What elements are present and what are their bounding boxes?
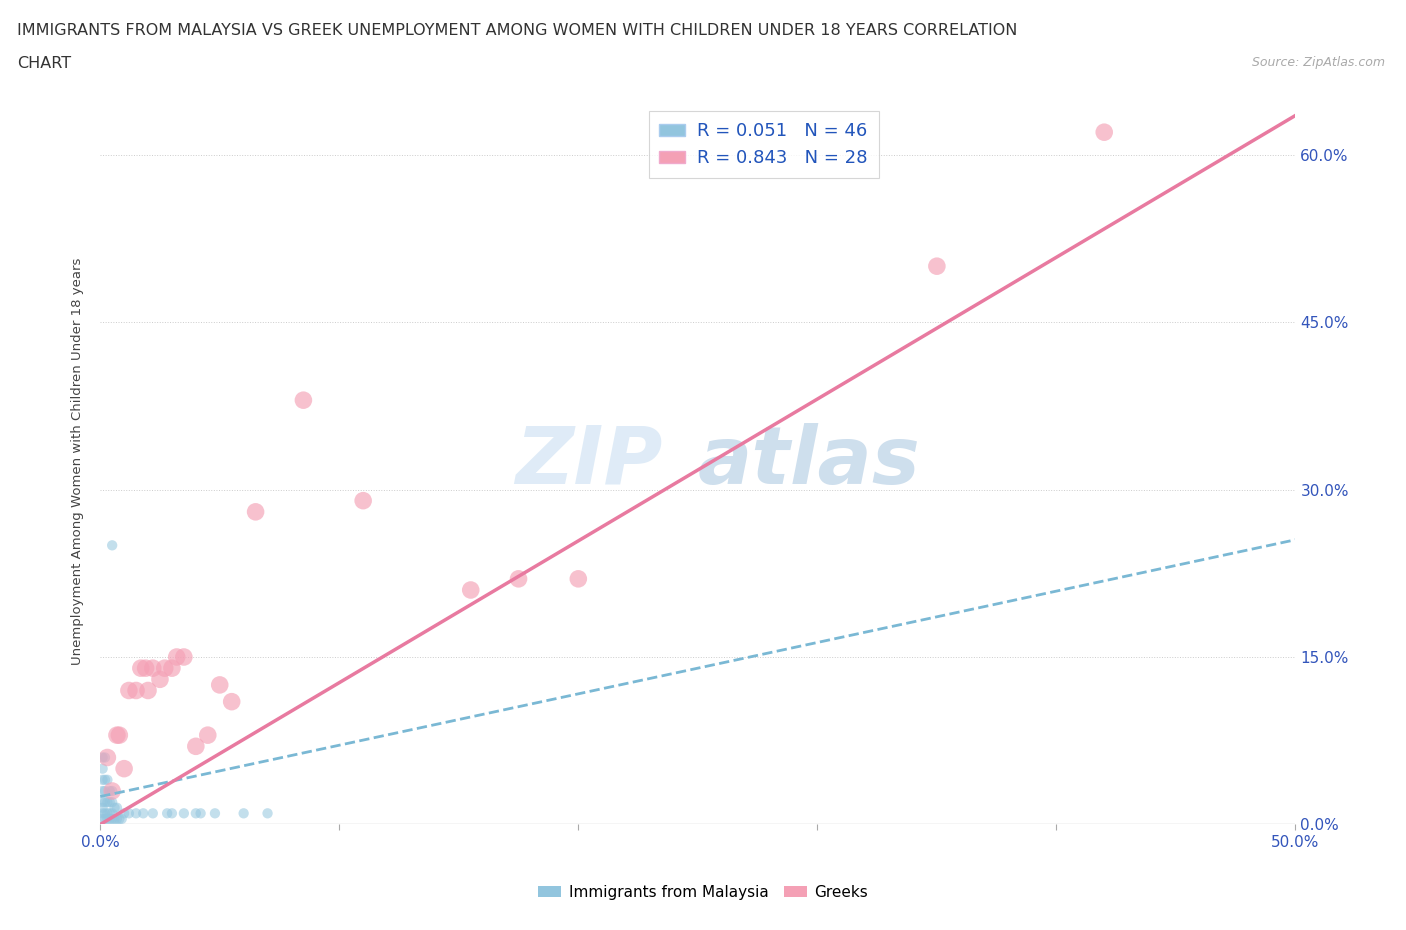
Point [91, 751, 114, 765]
Point [160, 660, 183, 675]
Point [352, 493, 374, 508]
Point [129, 660, 152, 675]
Point [112, 806, 135, 821]
Point [184, 806, 207, 821]
Text: atlas: atlas [697, 422, 921, 500]
Point [204, 806, 226, 821]
Y-axis label: Unemployment Among Women with Children Under 18 years: Unemployment Among Women with Children U… [72, 258, 84, 665]
Point [460, 582, 482, 597]
Text: CHART: CHART [17, 56, 70, 71]
Point [156, 806, 179, 821]
Legend: Immigrants from Malaysia, Greeks: Immigrants from Malaysia, Greeks [531, 879, 875, 906]
Point [103, 812, 125, 827]
Point [184, 738, 207, 753]
Point [142, 660, 165, 675]
Point [94, 795, 117, 810]
Point [153, 660, 176, 675]
Point [108, 812, 131, 827]
Point [94, 784, 117, 799]
Point [925, 259, 948, 273]
Point [292, 392, 315, 407]
Point [96, 795, 118, 810]
Point [232, 806, 254, 821]
Point [91, 812, 114, 827]
Point [245, 504, 267, 519]
Point [208, 677, 231, 692]
Point [96, 806, 118, 821]
Point [91, 795, 114, 810]
Legend: R = 0.051   N = 46, R = 0.843   N = 28: R = 0.051 N = 46, R = 0.843 N = 28 [648, 112, 879, 178]
Point [101, 812, 124, 827]
Point [98, 812, 121, 827]
Point [101, 806, 124, 821]
Point [91, 801, 114, 816]
Point [142, 806, 165, 821]
Point [98, 795, 121, 810]
Point [160, 806, 183, 821]
Point [96, 773, 118, 788]
Point [94, 806, 117, 821]
Point [149, 671, 172, 686]
Point [101, 795, 124, 810]
Point [112, 762, 135, 777]
Point [105, 812, 128, 827]
Point [166, 649, 188, 664]
Point [135, 660, 157, 675]
Point [132, 806, 155, 821]
Point [508, 571, 530, 586]
Point [125, 806, 148, 821]
Text: IMMIGRANTS FROM MALAYSIA VS GREEK UNEMPLOYMENT AMONG WOMEN WITH CHILDREN UNDER 1: IMMIGRANTS FROM MALAYSIA VS GREEK UNEMPL… [17, 23, 1018, 38]
Point [94, 751, 117, 765]
Text: Source: ZipAtlas.com: Source: ZipAtlas.com [1251, 56, 1385, 69]
Point [1092, 125, 1115, 140]
Point [94, 812, 117, 827]
Point [136, 683, 159, 698]
Point [94, 773, 117, 788]
Point [96, 751, 118, 765]
Point [91, 806, 114, 821]
Point [91, 773, 114, 788]
Point [101, 538, 124, 552]
Point [221, 694, 243, 709]
Point [91, 784, 114, 799]
Point [101, 784, 124, 799]
Point [190, 806, 212, 821]
Point [98, 784, 121, 799]
Point [105, 727, 128, 742]
Point [103, 801, 125, 816]
Point [118, 806, 141, 821]
Point [96, 812, 118, 827]
Point [256, 806, 278, 821]
Point [125, 683, 148, 698]
Point [108, 727, 131, 742]
Point [111, 812, 134, 827]
Point [173, 649, 195, 664]
Point [101, 784, 124, 799]
Point [91, 762, 114, 777]
Point [105, 801, 128, 816]
Point [173, 806, 195, 821]
Point [118, 683, 141, 698]
Point [567, 571, 589, 586]
Point [98, 806, 121, 821]
Text: ZIP: ZIP [515, 422, 662, 500]
Point [197, 727, 219, 742]
